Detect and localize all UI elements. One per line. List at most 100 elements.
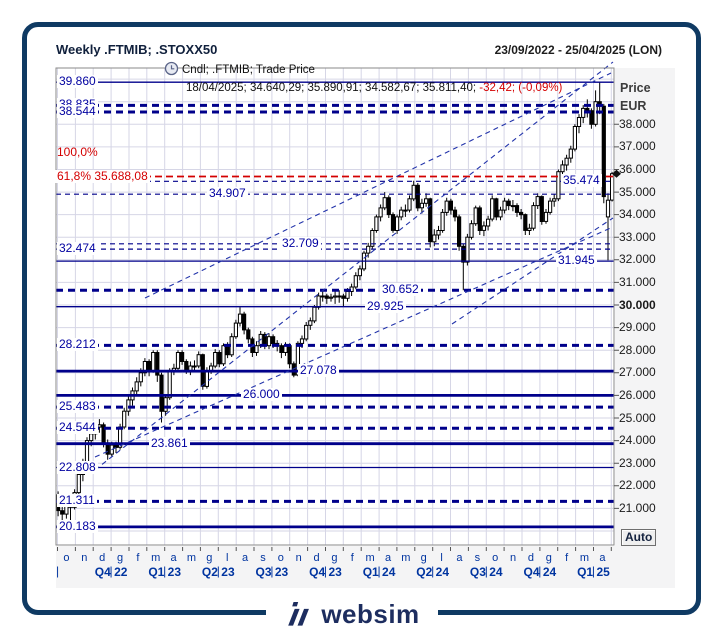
legend-change: -32,42; (-0,09%) [479, 82, 563, 94]
candle [89, 433, 94, 442]
trendline-1 [94, 61, 614, 471]
candle [353, 275, 358, 288]
level-label: 25.483 [57, 399, 98, 414]
price-axis-currency: EUR [620, 99, 647, 113]
candle [279, 345, 284, 354]
price-tick-label: 32.000 [619, 252, 656, 267]
candle [287, 345, 292, 365]
chart-period: 23/09/2022 - 25/04/2025 (LON) [494, 43, 662, 57]
candle [221, 345, 226, 365]
legend-values: 18/04/2025; 34.640,29; 35.890,91; 34.582… [186, 82, 562, 94]
month-label: s [474, 552, 481, 564]
quarter-separator: | [377, 564, 381, 578]
candle [403, 209, 408, 212]
candle [481, 225, 486, 231]
quarter-label: Q4 23 [309, 565, 342, 579]
level-label: 27.078 [298, 363, 339, 378]
candle [552, 198, 557, 202]
candle [589, 110, 594, 125]
candle [601, 105, 606, 198]
price-tick-label: 23.000 [619, 455, 656, 470]
candle [142, 361, 148, 374]
candle [473, 207, 478, 225]
month-label: n [295, 552, 302, 564]
candle [572, 126, 577, 150]
candle [395, 216, 400, 231]
month-label: a [384, 552, 392, 564]
candle [60, 510, 65, 515]
up-candles [64, 101, 615, 515]
candle [502, 200, 507, 211]
price-tick-label: 27.000 [619, 365, 656, 380]
candle [440, 211, 445, 231]
level-label: 34.907 [207, 186, 248, 201]
price-tick-label: 34.000 [619, 207, 656, 222]
candle [386, 197, 391, 216]
candle [514, 205, 520, 213]
candle [556, 171, 561, 200]
month-label: m [186, 552, 197, 564]
month-label: f [136, 552, 140, 564]
candle [523, 214, 528, 231]
month-label: g [545, 552, 552, 564]
price-tick-label: 30.000 [619, 297, 656, 312]
month-label: a [242, 552, 249, 564]
month-label: l [440, 552, 443, 564]
candle [469, 223, 474, 238]
candle [585, 107, 590, 112]
candle [175, 352, 181, 369]
month-label: m [401, 552, 411, 564]
candle [308, 320, 313, 326]
candle [390, 214, 396, 231]
month-label: f [565, 552, 569, 564]
candle [498, 209, 503, 218]
candle [341, 295, 346, 299]
auto-scale-button[interactable]: Auto [621, 529, 657, 546]
month-label: l [225, 552, 229, 564]
candle [506, 200, 511, 207]
candle [531, 205, 536, 229]
month-label: o [492, 552, 499, 564]
quarter-separator: | [216, 564, 220, 578]
candle [167, 370, 172, 399]
candle [254, 345, 259, 354]
candle [452, 209, 458, 218]
candle [419, 202, 424, 209]
price-tick-label: 22.000 [619, 478, 656, 493]
price-tick-label: 35.000 [619, 184, 656, 199]
legend-ohlc: 18/04/2025; 34.640,29; 35.890,91; 34.582… [186, 82, 480, 94]
candle [155, 352, 160, 376]
quarter-label: Q3 24 [469, 565, 503, 579]
month-label: n [509, 552, 517, 564]
level-label: 61,8% 35.688,08 [55, 168, 150, 183]
level-label: 39.860 [57, 74, 98, 89]
candle [295, 342, 300, 376]
quarter-separator: | [538, 564, 542, 578]
candle [465, 236, 470, 263]
legend-series[interactable]: Cndl; .FTMIB; Trade Price [182, 64, 315, 76]
candle [448, 200, 453, 211]
candle [324, 295, 329, 299]
month-label: g [331, 552, 338, 564]
month-label: g [206, 552, 213, 564]
quarter-label: Q1 25 [577, 565, 610, 579]
candle [225, 345, 230, 356]
candle [378, 207, 383, 218]
candle [510, 205, 515, 208]
price-tick-label: 37.000 [619, 139, 656, 154]
candle [432, 234, 437, 243]
month-label: m [365, 552, 375, 564]
candle [147, 361, 152, 371]
candle [382, 197, 387, 209]
month-label: m [579, 552, 590, 564]
candle [486, 218, 491, 227]
candle [490, 198, 495, 220]
candle [560, 164, 565, 173]
candle [204, 370, 210, 387]
candle [316, 295, 321, 308]
candle [233, 322, 239, 338]
candle [399, 209, 404, 218]
candle [519, 211, 524, 216]
candle [477, 207, 482, 231]
